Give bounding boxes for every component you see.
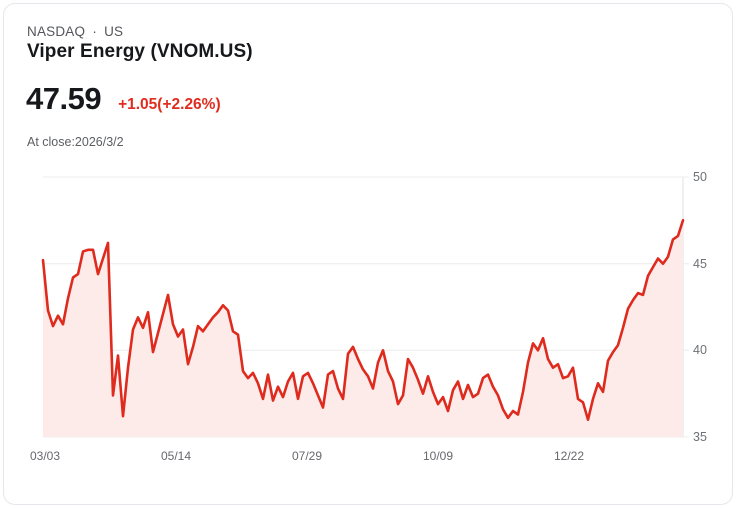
y-axis-label: 45	[693, 257, 707, 271]
price-change: +1.05(+2.26%)	[118, 96, 221, 113]
x-axis-label: 05/14	[160, 449, 192, 463]
separator-dot: ·	[92, 23, 98, 39]
x-axis-label: 03/03	[29, 449, 61, 463]
exchange-label: NASDAQ	[27, 23, 86, 39]
price-area	[43, 220, 683, 437]
price-row: 47.59 +1.05(+2.26%)	[26, 81, 221, 117]
close-time: At close:2026/3/2	[27, 135, 124, 149]
price-value: 47.59	[26, 81, 102, 116]
stock-title: Viper Energy (VNOM.US)	[27, 41, 253, 62]
y-axis-label: 50	[693, 170, 707, 184]
x-axis-label: 12/22	[553, 449, 585, 463]
y-axis-label: 40	[693, 343, 707, 357]
x-axis-label: 07/29	[291, 449, 323, 463]
region-label: US	[104, 23, 124, 39]
symbol-line: NASDAQ · US	[27, 23, 123, 39]
price-line	[41, 219, 685, 421]
y-axis-label: 35	[693, 430, 707, 444]
x-axis-label: 10/09	[422, 449, 454, 463]
